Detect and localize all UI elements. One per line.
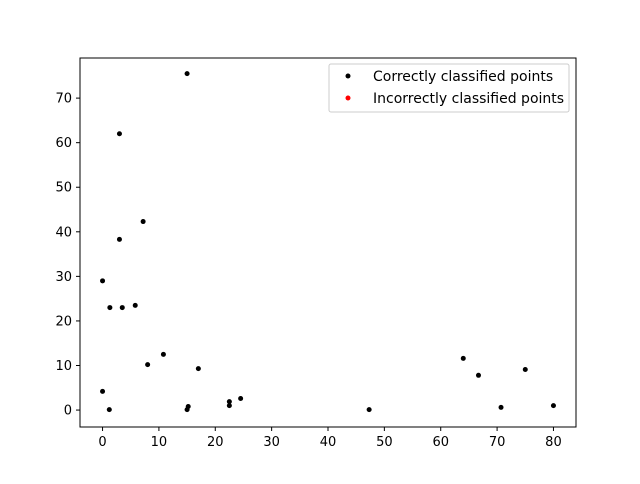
legend-marker-correct xyxy=(345,73,351,79)
data-point xyxy=(195,366,201,372)
x-tick-label: 50 xyxy=(376,435,393,450)
data-point xyxy=(238,395,244,401)
data-point xyxy=(184,407,190,413)
x-tick-label: 30 xyxy=(263,435,280,450)
y-tick-label: 40 xyxy=(55,225,72,240)
y-tick-label: 60 xyxy=(55,136,72,151)
x-tick-label: 60 xyxy=(432,435,449,450)
data-point xyxy=(100,388,106,394)
legend-label-incorrect: Incorrectly classified points xyxy=(373,91,564,107)
legend: Correctly classified points Incorrectly … xyxy=(328,63,570,113)
legend-label-correct: Correctly classified points xyxy=(373,69,553,85)
y-tick-label: 20 xyxy=(55,314,72,329)
y-tick-label: 30 xyxy=(55,270,72,285)
data-point xyxy=(107,305,113,311)
ticks-layer: 0 10 20 30 40 50 60 70 80 0 10 20 30 40 50 60 70 xyxy=(55,92,561,450)
data-point xyxy=(145,362,151,368)
y-tick-label: 10 xyxy=(55,359,72,374)
y-tick-label: 70 xyxy=(55,92,72,107)
data-point xyxy=(106,407,112,413)
data-point xyxy=(460,355,466,361)
data-point xyxy=(160,351,166,357)
x-tick-label: 40 xyxy=(320,435,337,450)
data-point xyxy=(116,131,122,137)
x-tick-label: 20 xyxy=(207,435,224,450)
data-point xyxy=(140,219,146,225)
x-tick-label: 80 xyxy=(545,435,562,450)
legend-marker-incorrect xyxy=(345,95,351,101)
x-tick-label: 10 xyxy=(151,435,168,450)
points-layer xyxy=(100,71,556,413)
x-tick-label: 70 xyxy=(489,435,506,450)
data-point xyxy=(522,367,528,373)
data-point xyxy=(366,407,372,413)
data-point xyxy=(226,403,232,409)
data-point xyxy=(100,278,106,284)
data-point xyxy=(184,71,190,77)
data-point xyxy=(132,302,138,308)
data-point xyxy=(475,372,481,378)
data-point xyxy=(116,236,122,242)
data-point xyxy=(498,404,504,410)
data-point xyxy=(226,399,232,405)
y-tick-label: 50 xyxy=(55,181,72,196)
y-tick-label: 0 xyxy=(64,404,72,419)
data-point xyxy=(550,403,556,409)
data-point xyxy=(119,305,125,311)
legend-box xyxy=(328,63,570,113)
x-tick-label: 0 xyxy=(98,435,106,450)
